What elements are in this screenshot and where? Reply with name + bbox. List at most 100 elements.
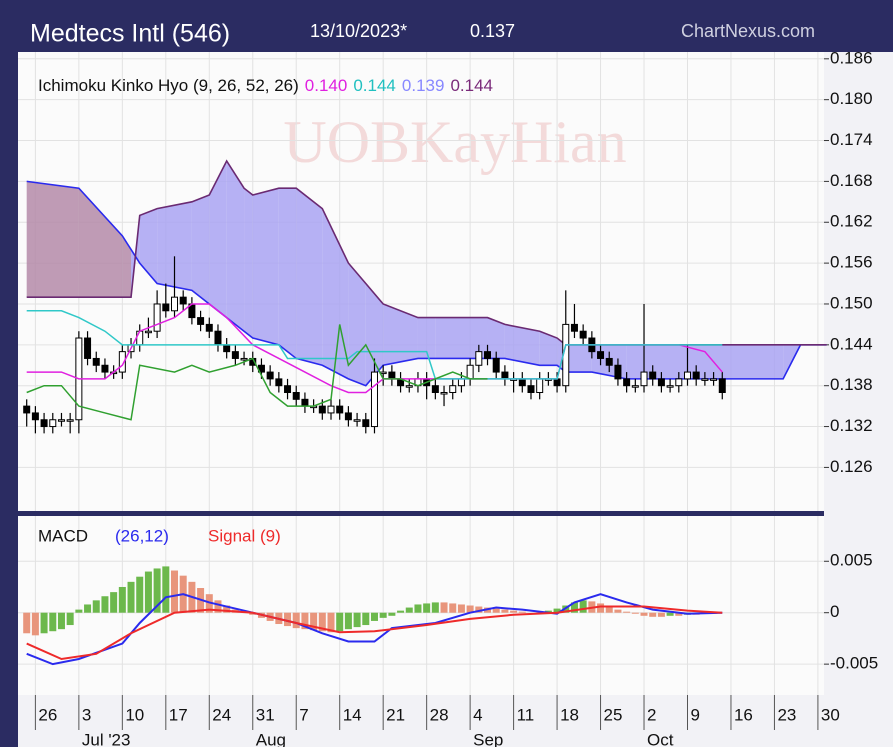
- indicator-line: [26, 310, 723, 380]
- histogram-bar: [318, 612, 326, 632]
- candle-body: [301, 398, 309, 407]
- indicator-line: [26, 324, 488, 421]
- y-tick-label: 0.186: [830, 48, 873, 67]
- indicator-name: Ichimoku Kinko Hyo (9, 26, 52, 26): [38, 76, 299, 95]
- histogram-bar: [666, 612, 674, 616]
- candle-body: [683, 371, 691, 380]
- candle-body: [223, 344, 231, 353]
- histogram-bar: [518, 611, 526, 613]
- histogram-bar: [127, 581, 135, 613]
- candle-body: [327, 405, 335, 414]
- cloud: [157, 201, 192, 291]
- y-axis-area: [824, 52, 893, 695]
- x-tick-label: 7: [299, 705, 308, 724]
- histogram-bar: [84, 604, 92, 613]
- x-tick-label: 9: [690, 705, 699, 724]
- x-tick-label: 3: [82, 705, 91, 724]
- candle-body: [136, 330, 144, 346]
- candle-body: [710, 378, 718, 381]
- histogram-bar: [657, 612, 665, 617]
- histogram-bar: [301, 612, 309, 630]
- histogram-bar: [388, 612, 396, 616]
- candle-body: [475, 351, 483, 366]
- histogram-bar: [457, 604, 465, 613]
- cloud: [244, 188, 253, 339]
- candle-body: [666, 385, 674, 388]
- histogram-bar: [614, 609, 622, 613]
- y-tick-label: 0.156: [830, 253, 873, 272]
- candle-body: [284, 385, 292, 394]
- y-tick-label: 0.168: [830, 171, 873, 190]
- histogram-bar: [623, 611, 631, 613]
- histogram-bar: [501, 609, 509, 613]
- macd-params: (26,12): [115, 526, 169, 545]
- y-tick-label: 0.132: [830, 416, 873, 435]
- histogram-bar: [31, 612, 39, 636]
- candle-body: [718, 378, 726, 394]
- histogram-bar: [440, 602, 448, 613]
- cloud: [417, 317, 436, 359]
- histogram-bar: [362, 612, 370, 626]
- month-label: Aug: [256, 730, 286, 747]
- histogram-bar: [579, 600, 587, 613]
- span-a: [26, 180, 827, 387]
- histogram-bar: [336, 612, 344, 632]
- histogram-bar: [544, 610, 552, 613]
- candle-body: [457, 378, 465, 387]
- cloud: [539, 331, 558, 366]
- candle-body: [49, 419, 57, 428]
- histogram-bar: [510, 610, 518, 613]
- signal-label: Signal (9): [208, 526, 281, 545]
- candle-body: [84, 337, 92, 359]
- indicator-value: 0.144: [450, 76, 493, 95]
- histogram-bar: [223, 605, 231, 613]
- y-tick-label: 0.126: [830, 457, 873, 476]
- candle-body: [162, 303, 170, 312]
- candle-body: [292, 392, 300, 400]
- month-label: Oct: [647, 730, 674, 747]
- histogram-bar: [675, 612, 683, 616]
- histogram-bar: [110, 592, 118, 613]
- cloud: [191, 195, 210, 304]
- candle-body: [597, 351, 605, 359]
- candle-body: [144, 330, 152, 334]
- cloud: [296, 188, 323, 366]
- histogram-bar: [640, 612, 648, 616]
- x-axis-area: [18, 695, 893, 747]
- histogram-bar: [492, 608, 500, 613]
- histogram-bar: [292, 612, 300, 629]
- candle-body: [692, 371, 700, 380]
- cloud: [122, 235, 132, 298]
- cloud: [487, 317, 505, 359]
- histogram-bar: [466, 605, 474, 613]
- cloud: [26, 181, 79, 298]
- candle-body: [614, 364, 622, 380]
- x-tick-label: 31: [256, 705, 275, 724]
- candle-body: [492, 357, 500, 373]
- cloud: [278, 188, 297, 359]
- y-tick-label: 0.005: [830, 551, 873, 570]
- candle-body: [275, 378, 283, 387]
- candle-body: [518, 378, 526, 387]
- candle-body: [405, 385, 413, 388]
- candle-body: [92, 357, 100, 366]
- y-tick-label: 0.162: [830, 212, 873, 231]
- x-tick-label: 2: [647, 705, 656, 724]
- cloud: [626, 344, 784, 379]
- histogram-bar: [414, 604, 422, 613]
- histogram-bar: [570, 602, 578, 613]
- candle-body: [40, 419, 48, 428]
- candle-body: [553, 378, 561, 387]
- histogram-bar: [597, 603, 605, 613]
- histogram-bar: [249, 612, 257, 615]
- histogram-bar: [327, 612, 335, 633]
- cloud: [565, 344, 592, 373]
- candle-body: [431, 385, 439, 394]
- indicator-value: 0.140: [305, 76, 348, 95]
- candle-body: [153, 303, 161, 332]
- candle-body: [466, 364, 474, 380]
- histogram-bar: [136, 576, 144, 613]
- x-tick-label: 23: [777, 705, 796, 724]
- candle-body: [171, 296, 179, 312]
